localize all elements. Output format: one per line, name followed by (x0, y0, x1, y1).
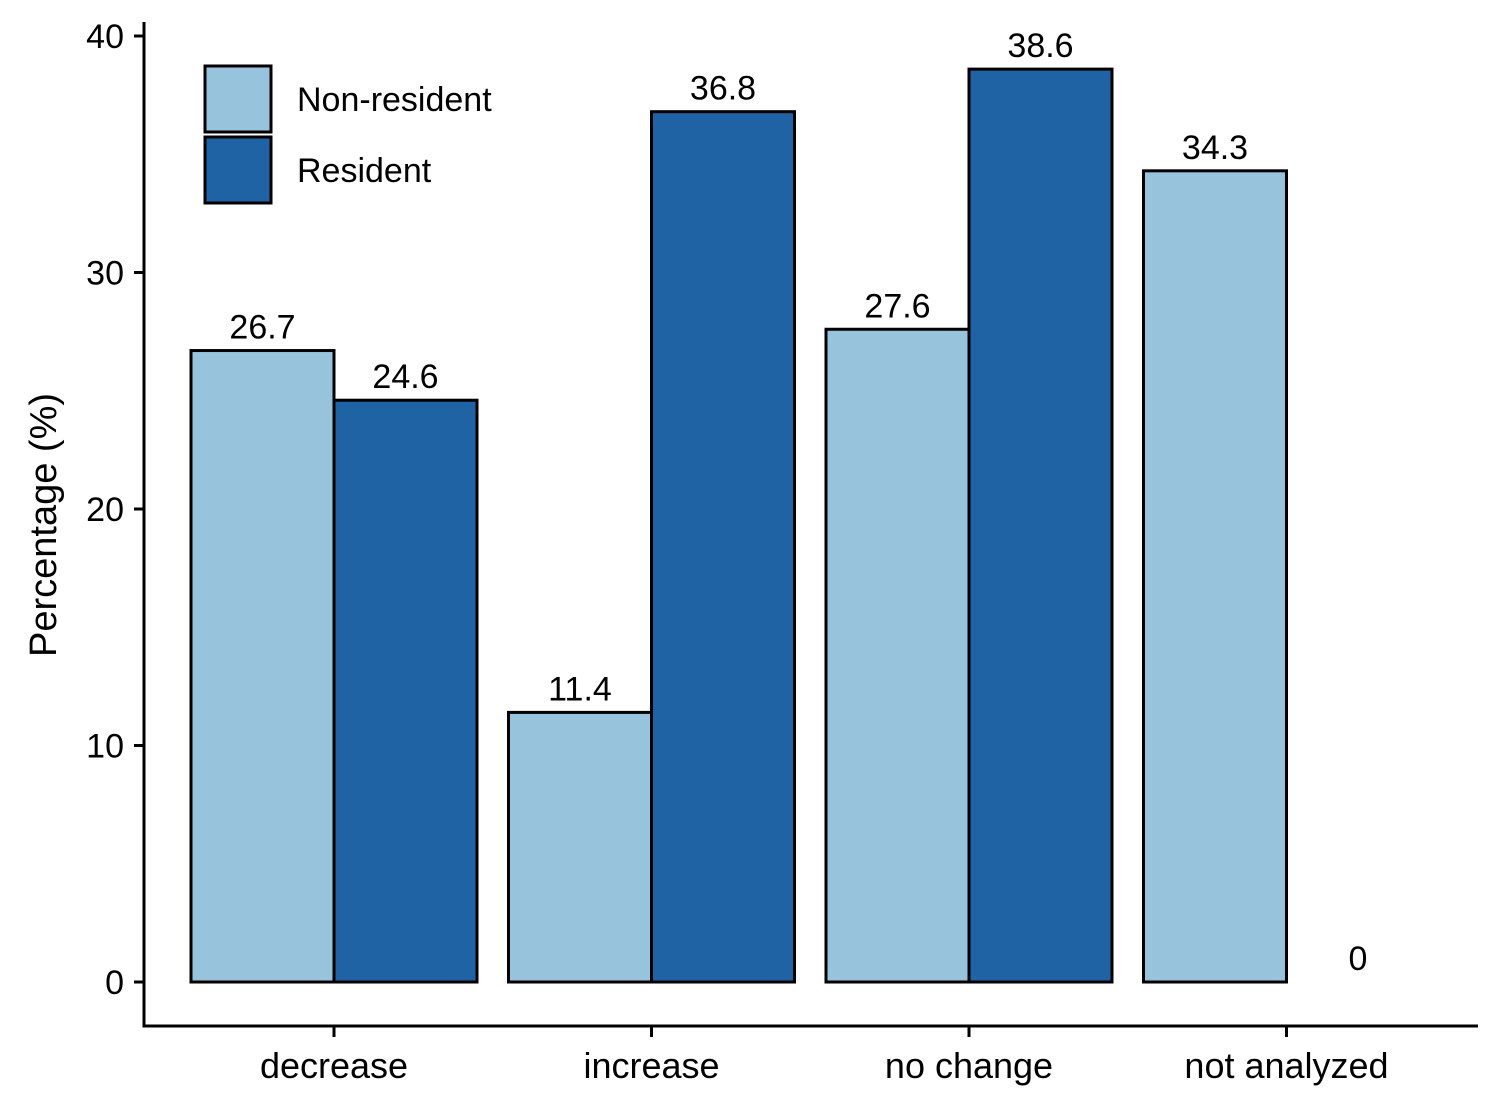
y-tick-label: 0 (105, 964, 124, 1002)
bar-non-resident (507, 710, 653, 984)
legend-key (203, 135, 273, 205)
y-tick-label: 30 (86, 255, 124, 293)
y-axis: 0 10 20 30 40 (86, 18, 146, 1028)
x-axis: decrease increase no change not analyzed (142, 1024, 1478, 1086)
x-tick-label: not analyzed (1184, 1045, 1388, 1086)
bar-resident (332, 398, 479, 984)
bar-non-resident (189, 349, 336, 984)
bar-resident (967, 67, 1114, 984)
legend: Non-resident Resident (203, 64, 492, 205)
legend-key (203, 64, 273, 134)
data-label: 38.6 (1007, 27, 1073, 65)
x-tick-label: decrease (260, 1045, 408, 1086)
data-label: 34.3 (1182, 129, 1248, 167)
data-label: 26.7 (229, 309, 295, 347)
y-axis-title: Percentage (%) (23, 393, 65, 657)
bar-non-resident (824, 327, 971, 984)
x-tick-label: increase (583, 1045, 719, 1086)
y-tick-label: 20 (86, 491, 124, 529)
bar-resident (650, 110, 796, 984)
data-label: 0 (1349, 940, 1368, 978)
legend-label: Resident (297, 152, 432, 190)
legend-label: Non-resident (297, 81, 492, 119)
data-label: 11.4 (548, 670, 612, 708)
bar-non-resident (1142, 169, 1288, 984)
data-label: 27.6 (864, 287, 930, 325)
x-tick-label: no change (885, 1045, 1053, 1086)
y-tick-label: 40 (86, 18, 124, 56)
data-label: 24.6 (372, 358, 438, 396)
bars: 26.7 24.6 11.4 36.8 27.6 38.6 34.3 0 (189, 27, 1368, 984)
y-tick-label: 10 (86, 728, 124, 766)
data-label: 36.8 (690, 70, 756, 108)
